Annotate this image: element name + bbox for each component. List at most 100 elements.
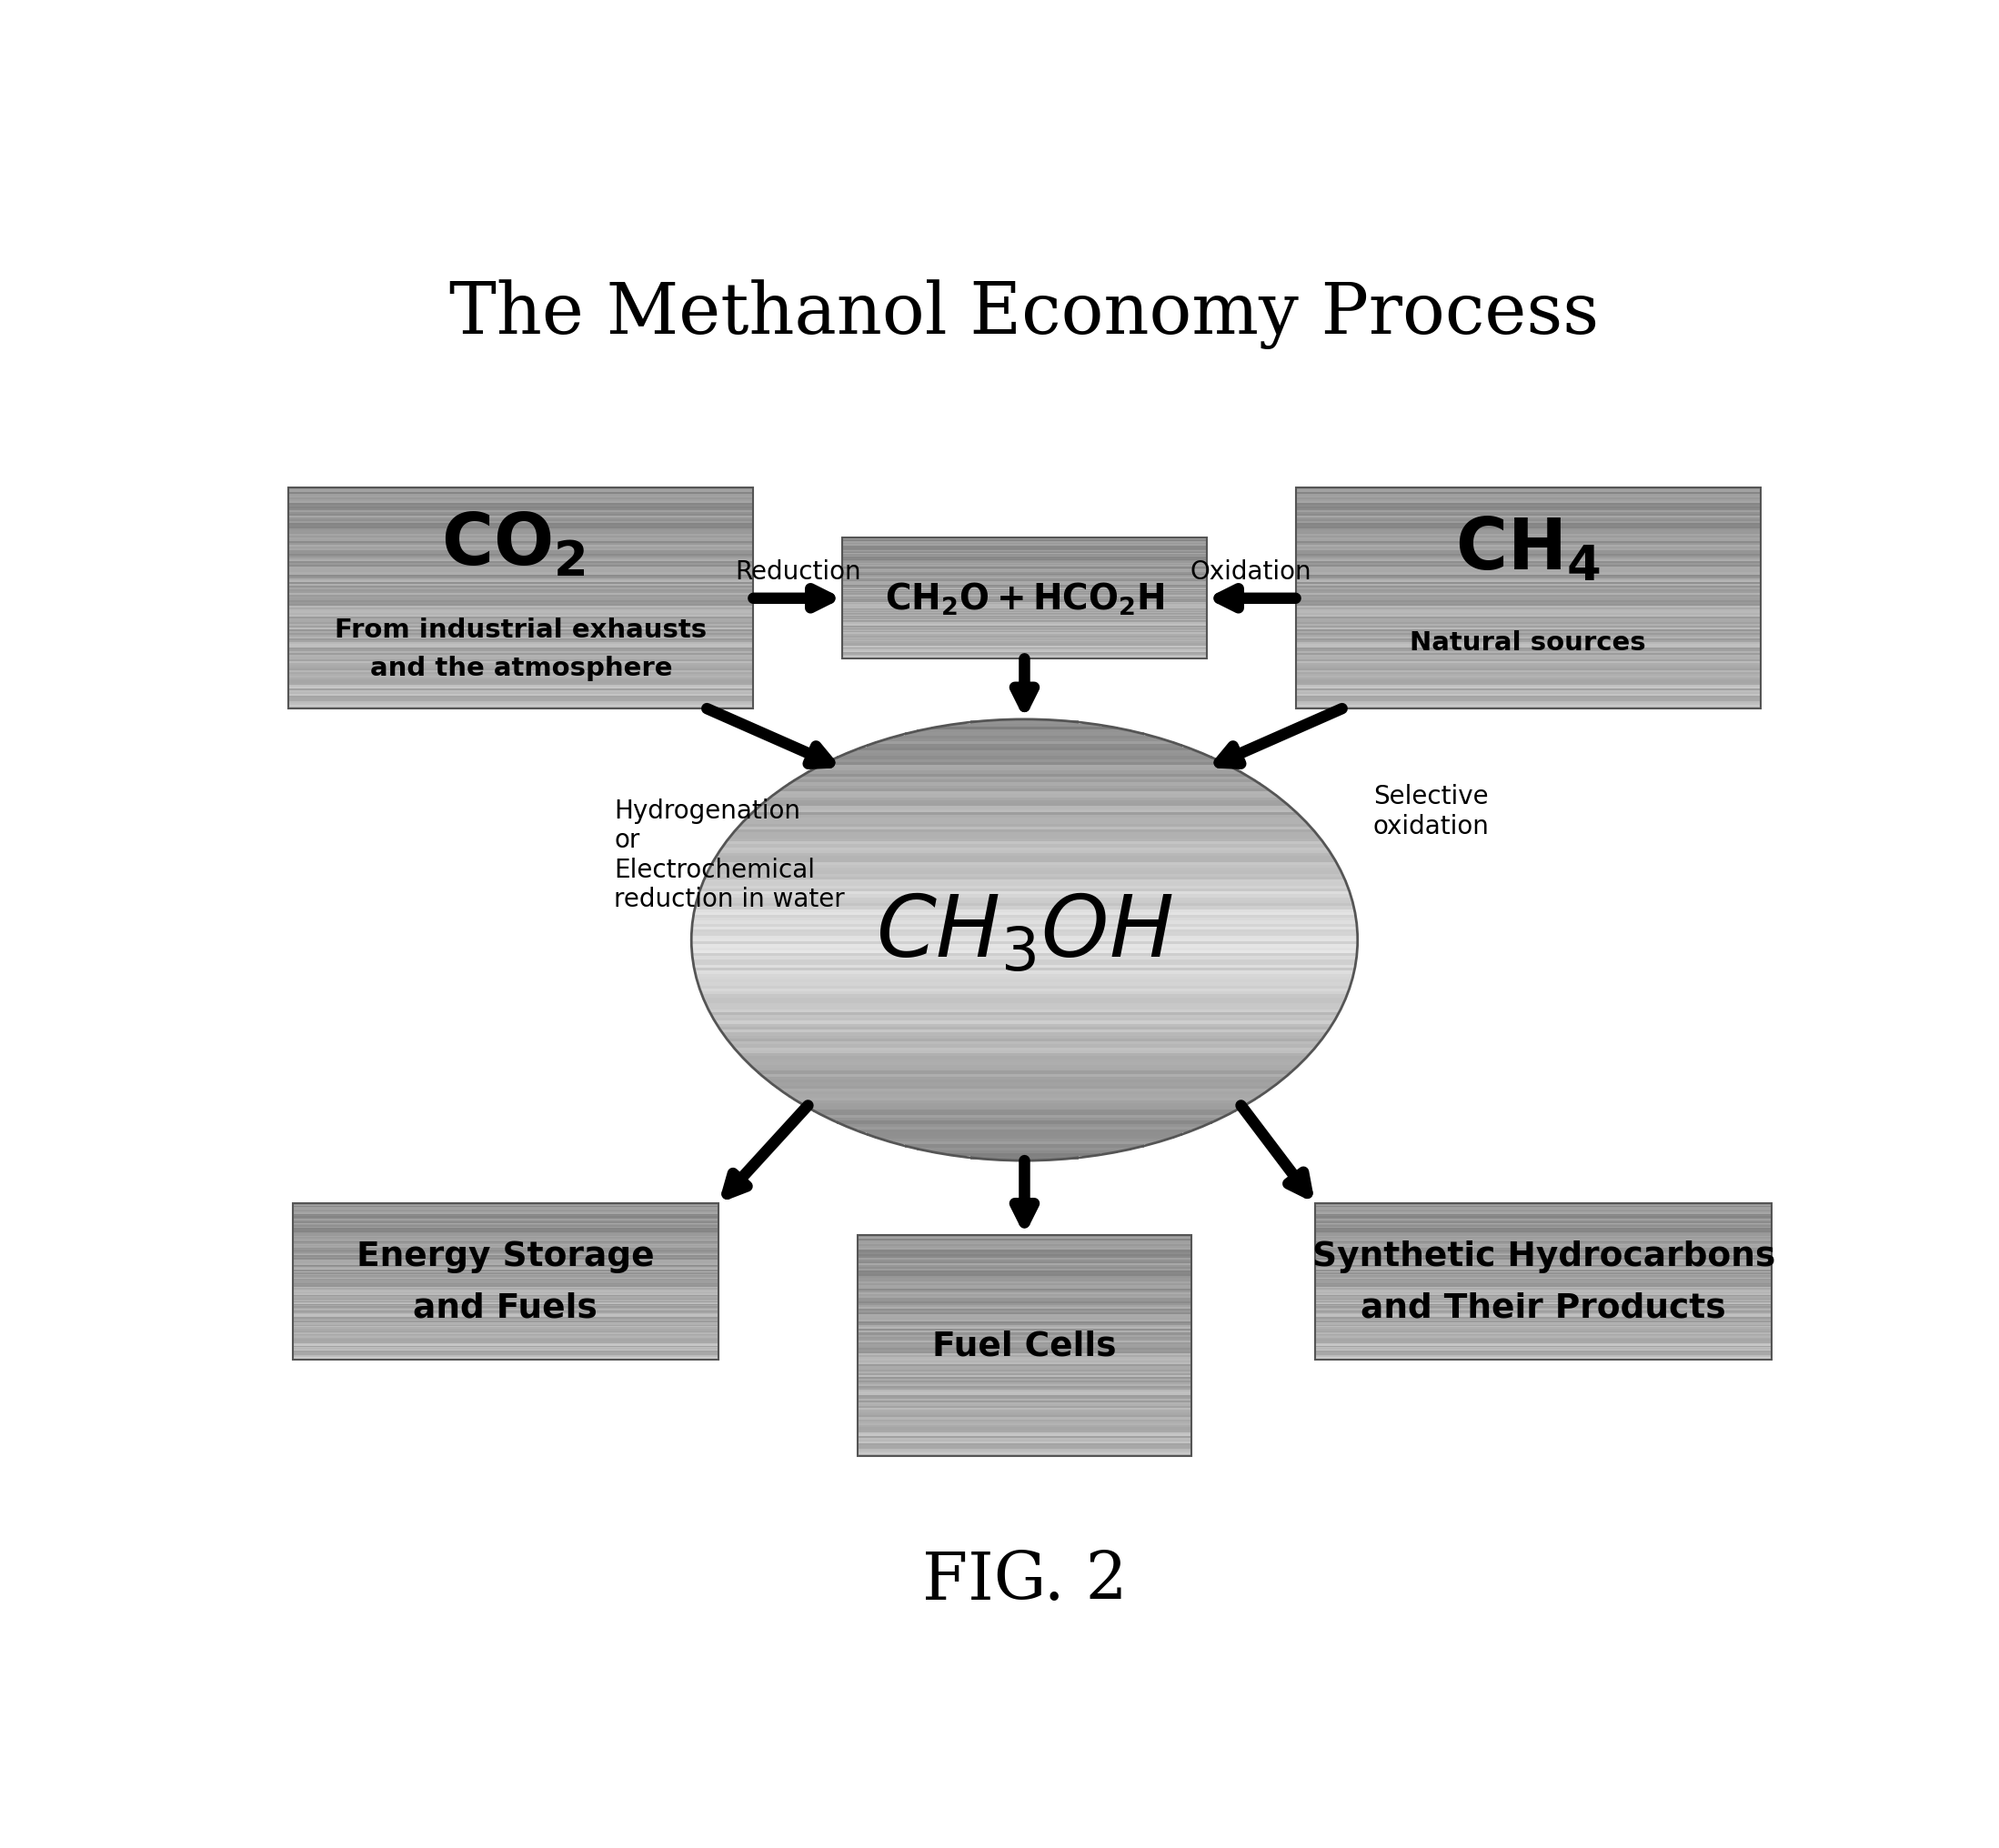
Bar	[706, 878, 1343, 880]
Text: FIG. 2: FIG. 2	[922, 1549, 1127, 1613]
Bar	[694, 918, 1355, 922]
Bar	[694, 963, 1355, 965]
Bar	[814, 1109, 1235, 1112]
Bar	[744, 821, 1305, 824]
Text: and Their Products: and Their Products	[1361, 1292, 1725, 1323]
Bar	[784, 1092, 1265, 1094]
Bar	[708, 1007, 1341, 1009]
Bar	[698, 898, 1351, 900]
Bar	[700, 889, 1349, 893]
Bar	[906, 734, 1143, 736]
Bar	[832, 760, 1217, 763]
Text: Energy Storage: Energy Storage	[356, 1240, 654, 1273]
Bar	[748, 1063, 1301, 1064]
Text: $\mathbf{CO_2}$: $\mathbf{CO_2}$	[442, 510, 586, 578]
Bar	[694, 915, 1355, 918]
Bar	[826, 1116, 1223, 1118]
Bar	[738, 1052, 1311, 1053]
Bar	[740, 824, 1309, 828]
Bar	[798, 778, 1251, 780]
Bar	[766, 1077, 1283, 1079]
Bar	[842, 538, 1207, 660]
Bar	[852, 1127, 1197, 1129]
Bar	[776, 1087, 1273, 1088]
Bar	[692, 939, 1357, 942]
Bar	[780, 1088, 1269, 1092]
Text: Hydrogenation
or
Electrochemical
reduction in water: Hydrogenation or Electrochemical reducti…	[614, 798, 846, 911]
Bar	[718, 1024, 1331, 1027]
Bar	[710, 1013, 1339, 1015]
Bar	[852, 750, 1197, 754]
Bar	[692, 942, 1357, 944]
Bar	[858, 1236, 1191, 1456]
Bar	[768, 798, 1281, 800]
Bar	[970, 1157, 1079, 1159]
Bar	[808, 1107, 1241, 1109]
Bar	[712, 1015, 1337, 1018]
Bar	[694, 909, 1355, 913]
Bar	[694, 913, 1355, 915]
Bar	[780, 789, 1269, 791]
Bar	[722, 848, 1327, 850]
Bar	[736, 1048, 1313, 1052]
Bar	[794, 780, 1255, 784]
Text: The Methanol Economy Process: The Methanol Economy Process	[450, 279, 1599, 349]
Text: $CH_3OH$: $CH_3OH$	[876, 891, 1173, 976]
Bar	[694, 968, 1355, 972]
Bar	[932, 1151, 1117, 1153]
Bar	[696, 972, 1353, 974]
Bar	[692, 922, 1357, 924]
Bar	[692, 948, 1357, 950]
Bar	[808, 771, 1241, 774]
Bar	[696, 904, 1353, 907]
Bar	[732, 833, 1317, 835]
Bar	[746, 819, 1303, 821]
Bar	[698, 894, 1351, 898]
Bar	[820, 1112, 1229, 1116]
Bar	[708, 870, 1341, 874]
Bar	[696, 907, 1353, 909]
Bar	[288, 488, 754, 710]
Bar	[700, 989, 1349, 992]
Bar	[790, 784, 1259, 785]
Bar	[948, 724, 1101, 726]
Text: Selective
oxidation: Selective oxidation	[1373, 784, 1489, 839]
Text: and Fuels: and Fuels	[414, 1292, 598, 1323]
Bar	[726, 1037, 1323, 1039]
Bar	[884, 1138, 1165, 1142]
Bar	[858, 1129, 1191, 1133]
Bar	[692, 954, 1357, 957]
Bar	[700, 893, 1349, 894]
Bar	[1295, 488, 1761, 710]
Bar	[762, 1074, 1287, 1077]
Bar	[692, 950, 1357, 954]
Bar	[700, 987, 1349, 989]
Bar	[738, 828, 1311, 830]
Bar	[758, 1072, 1291, 1074]
Bar	[696, 900, 1353, 904]
Bar	[736, 830, 1313, 833]
Bar	[762, 804, 1287, 806]
Bar	[894, 736, 1155, 739]
Text: Fuel Cells: Fuel Cells	[932, 1329, 1117, 1362]
Bar	[710, 869, 1339, 870]
Bar	[710, 865, 1339, 869]
Bar	[744, 1057, 1305, 1059]
Bar	[728, 839, 1321, 843]
Bar	[932, 726, 1117, 730]
Bar	[838, 756, 1211, 760]
Bar	[712, 863, 1337, 865]
Bar	[948, 1153, 1101, 1157]
Bar	[694, 965, 1355, 968]
Bar	[704, 880, 1345, 883]
Bar	[768, 1079, 1281, 1083]
Bar	[692, 930, 1357, 933]
Bar	[906, 1144, 1143, 1148]
Bar	[716, 856, 1333, 859]
Text: and the atmosphere: and the atmosphere	[370, 656, 672, 682]
Bar	[718, 854, 1331, 856]
Text: Synthetic Hydrocarbons: Synthetic Hydrocarbons	[1311, 1240, 1775, 1273]
Bar	[772, 1083, 1277, 1087]
Bar	[844, 754, 1205, 756]
Bar	[776, 791, 1273, 795]
